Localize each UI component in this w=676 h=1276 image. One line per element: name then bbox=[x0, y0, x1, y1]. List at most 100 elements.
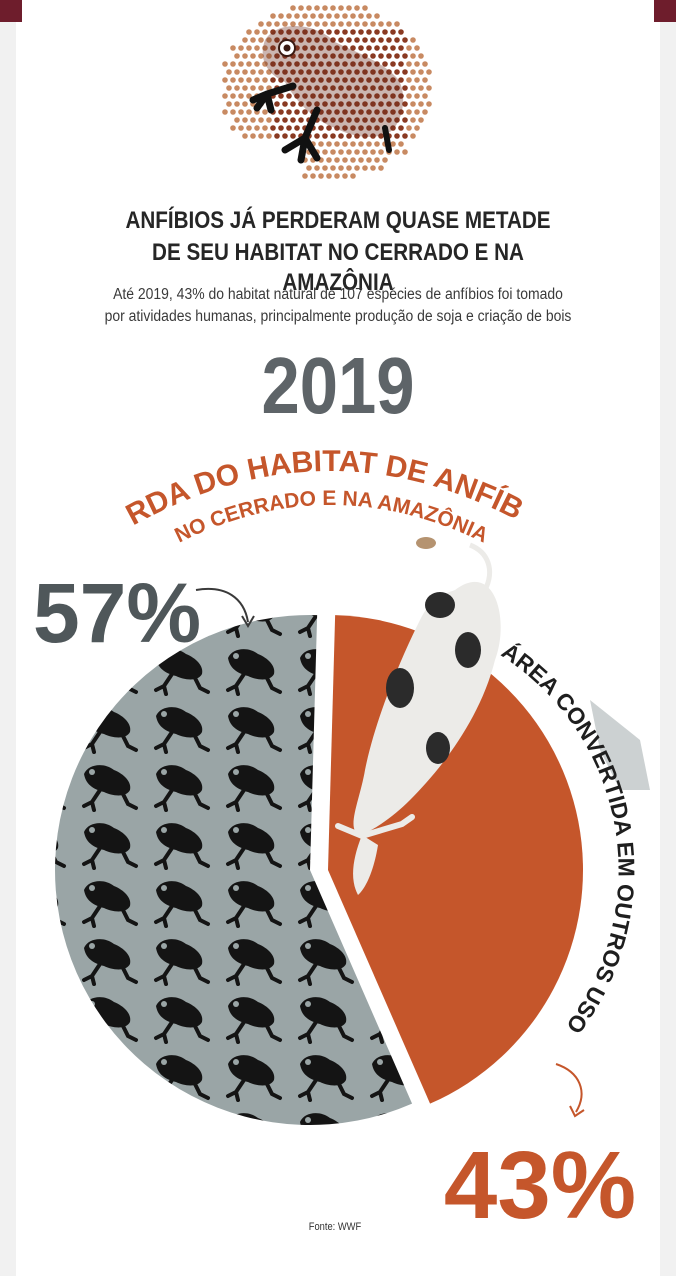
map-dot bbox=[394, 69, 400, 75]
map-dot bbox=[350, 45, 356, 51]
map-dot bbox=[394, 133, 400, 139]
map-dot bbox=[394, 149, 400, 155]
map-dot bbox=[278, 61, 284, 67]
map-dot bbox=[278, 77, 284, 83]
map-dot bbox=[330, 69, 336, 75]
map-dot bbox=[326, 45, 332, 51]
map-dot bbox=[238, 45, 244, 51]
map-dot bbox=[318, 173, 324, 179]
map-dot bbox=[330, 53, 336, 59]
map-dot bbox=[410, 37, 416, 43]
map-dot bbox=[238, 61, 244, 67]
map-dot bbox=[242, 133, 248, 139]
map-dot bbox=[338, 21, 344, 27]
map-dot bbox=[390, 93, 396, 99]
map-dot bbox=[330, 5, 336, 11]
map-dot bbox=[306, 85, 312, 91]
map-dot bbox=[422, 109, 428, 115]
map-dot bbox=[250, 117, 256, 123]
map-dot bbox=[326, 77, 332, 83]
map-dot bbox=[286, 29, 292, 35]
map-dot bbox=[414, 45, 420, 51]
map-dot bbox=[338, 101, 344, 107]
map-dot bbox=[230, 109, 236, 115]
map-dot bbox=[302, 29, 308, 35]
map-dot bbox=[274, 117, 280, 123]
map-dot bbox=[370, 117, 376, 123]
map-dot bbox=[394, 53, 400, 59]
map-dot bbox=[246, 93, 252, 99]
map-dot bbox=[230, 45, 236, 51]
map-dot bbox=[422, 61, 428, 67]
map-dot bbox=[390, 125, 396, 131]
map-dot bbox=[362, 117, 368, 123]
map-dot bbox=[302, 109, 308, 115]
subtitle-line-2: por atividades humanas, principalmente p… bbox=[104, 308, 572, 325]
map-dot bbox=[402, 37, 408, 43]
map-dot bbox=[242, 117, 248, 123]
map-dot bbox=[302, 173, 308, 179]
map-dot bbox=[330, 101, 336, 107]
map-dot bbox=[254, 29, 260, 35]
map-dot bbox=[398, 45, 404, 51]
map-dot bbox=[350, 77, 356, 83]
map-dot bbox=[374, 157, 380, 163]
map-dot bbox=[358, 125, 364, 131]
map-dot bbox=[254, 61, 260, 67]
map-dot bbox=[334, 125, 340, 131]
map-dot bbox=[330, 165, 336, 171]
map-dot bbox=[346, 53, 352, 59]
map-dot bbox=[318, 13, 324, 19]
headline-line-1: ANFÍBIOS JÁ PERDERAM QUASE METADE bbox=[125, 207, 551, 234]
map-dot bbox=[294, 109, 300, 115]
map-dot bbox=[342, 157, 348, 163]
map-dot bbox=[318, 141, 324, 147]
map-dot bbox=[406, 125, 412, 131]
map-dot bbox=[350, 29, 356, 35]
map-dot bbox=[234, 117, 240, 123]
map-dot bbox=[262, 109, 268, 115]
pie-slices bbox=[55, 615, 584, 1125]
map-dot bbox=[402, 85, 408, 91]
map-dot bbox=[378, 85, 384, 91]
map-dot bbox=[278, 29, 284, 35]
map-dot bbox=[362, 165, 368, 171]
map-dot bbox=[366, 77, 372, 83]
map-dot bbox=[346, 117, 352, 123]
map-dot bbox=[402, 117, 408, 123]
map-dot bbox=[286, 77, 292, 83]
map-dot bbox=[374, 141, 380, 147]
map-dot bbox=[322, 5, 328, 11]
map-dot bbox=[334, 45, 340, 51]
map-dot bbox=[422, 93, 428, 99]
map-dot bbox=[370, 69, 376, 75]
map-dot bbox=[270, 61, 276, 67]
map-dot bbox=[414, 77, 420, 83]
map-dot bbox=[290, 21, 296, 27]
map-dot bbox=[394, 101, 400, 107]
map-dot bbox=[390, 109, 396, 115]
map-dot bbox=[374, 45, 380, 51]
map-dot bbox=[318, 77, 324, 83]
map-dot bbox=[402, 101, 408, 107]
map-dot bbox=[254, 77, 260, 83]
map-dot bbox=[370, 149, 376, 155]
map-dot bbox=[298, 37, 304, 43]
map-dot bbox=[390, 77, 396, 83]
map-dot bbox=[262, 29, 268, 35]
map-dot bbox=[262, 45, 268, 51]
map-dot bbox=[406, 45, 412, 51]
map-dot bbox=[234, 69, 240, 75]
map-dot bbox=[338, 37, 344, 43]
arrow-57-icon bbox=[195, 587, 249, 623]
map-dot bbox=[266, 117, 272, 123]
map-dot bbox=[282, 101, 288, 107]
map-dot bbox=[354, 165, 360, 171]
map-dot bbox=[310, 61, 316, 67]
map-dot bbox=[314, 85, 320, 91]
map-dot bbox=[226, 69, 232, 75]
map-dot bbox=[274, 101, 280, 107]
map-dot bbox=[246, 61, 252, 67]
map-dot bbox=[410, 69, 416, 75]
map-dot bbox=[410, 101, 416, 107]
